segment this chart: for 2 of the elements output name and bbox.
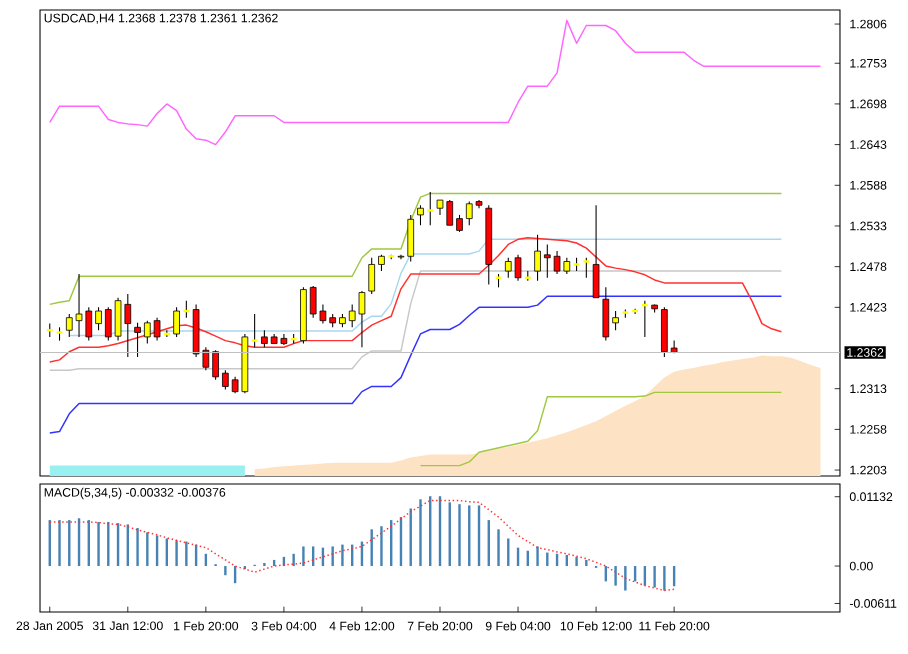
candlestick	[582, 257, 591, 279]
candlestick	[592, 204, 600, 299]
